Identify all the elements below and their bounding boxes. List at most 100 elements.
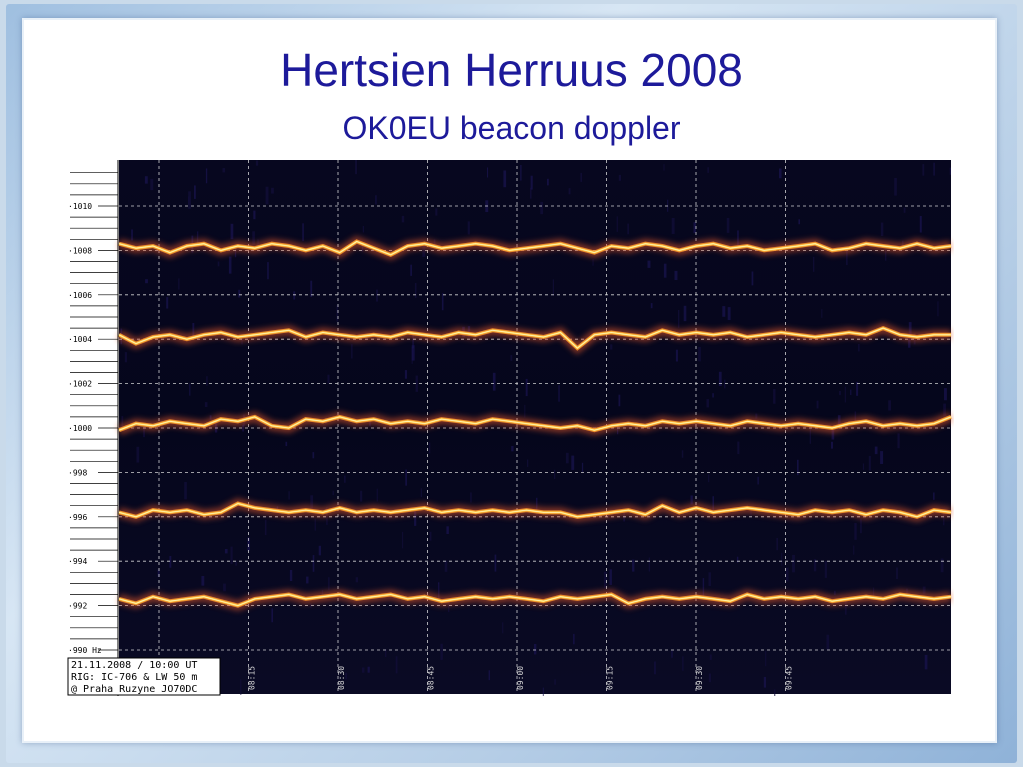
noise-speck <box>242 424 244 432</box>
noise-speck <box>355 577 359 583</box>
x-tick-label: 09:30 <box>695 666 704 690</box>
noise-speck <box>402 531 404 549</box>
noise-speck <box>327 374 330 384</box>
noise-speck <box>798 219 801 225</box>
y-tick-bg <box>68 555 98 566</box>
noise-speck <box>943 403 946 416</box>
noise-speck <box>435 208 438 216</box>
x-tick-label: 09:45 <box>785 666 794 690</box>
noise-speck <box>698 346 701 362</box>
noise-speck <box>534 644 537 655</box>
y-axis: ·1010 ·1008 ·1006 ·1004 ·1002 ·1000 ·998 ·996 ·9… <box>68 160 119 696</box>
noise-speck <box>647 260 651 268</box>
info-box-background <box>67 657 221 696</box>
noise-speck <box>314 518 316 531</box>
noise-speck <box>494 554 497 572</box>
noise-speck <box>264 519 267 536</box>
noise-speck <box>712 393 714 398</box>
doppler-trace-core <box>118 594 952 607</box>
noise-speck <box>943 511 945 526</box>
info-line-3: @ Praha Ruzyne JO70DC <box>71 684 197 695</box>
noise-speck <box>565 452 569 464</box>
noise-speck <box>302 223 304 242</box>
noise-speck <box>757 476 759 485</box>
noise-speck <box>813 559 817 572</box>
noise-speck <box>488 670 490 681</box>
noise-speck <box>751 271 754 286</box>
noise-speck <box>351 344 353 359</box>
noise-speck <box>204 402 208 408</box>
noise-speck <box>150 178 154 191</box>
noise-speck <box>265 186 269 205</box>
noise-speck <box>197 231 199 246</box>
noise-speck <box>194 185 196 199</box>
noise-speck <box>332 490 334 496</box>
noise-speck <box>885 249 887 261</box>
noise-speck <box>854 411 857 424</box>
noise-speck <box>755 413 758 419</box>
noise-speck <box>888 400 891 411</box>
noise-speck <box>690 495 693 505</box>
noise-speck <box>681 450 684 458</box>
noise-speck <box>217 261 220 267</box>
noise-speck <box>737 441 740 455</box>
noise-speck <box>525 378 528 397</box>
noise-speck <box>318 545 321 556</box>
noise-speck <box>554 679 556 685</box>
noise-speck <box>682 656 684 671</box>
noise-speck <box>446 526 449 535</box>
noise-speck <box>143 425 145 438</box>
slide-title: Hertsien Herruus 2008 <box>280 44 743 96</box>
noise-speck <box>470 492 472 503</box>
noise-speck <box>581 462 584 473</box>
noise-speck <box>411 345 415 361</box>
noise-speck <box>844 599 847 615</box>
y-tick-label: ·1000 <box>68 424 92 433</box>
noise-speck <box>312 555 315 572</box>
noise-speck <box>897 433 900 449</box>
noise-speck <box>520 165 522 181</box>
noise-speck <box>230 546 233 565</box>
noise-speck <box>415 375 418 392</box>
noise-speck <box>632 559 635 572</box>
noise-speck <box>166 297 169 309</box>
noise-speck <box>234 247 237 258</box>
y-tick-label: ·994 <box>68 557 87 566</box>
noise-speck <box>785 567 789 582</box>
noise-speck <box>558 385 560 402</box>
noise-speck <box>205 168 208 184</box>
noise-speck <box>547 178 549 186</box>
noise-speck <box>654 661 656 675</box>
noise-speck <box>310 280 313 298</box>
noise-speck <box>722 306 726 317</box>
noise-speck <box>922 586 926 594</box>
noise-speck <box>896 567 898 580</box>
noise-speck <box>736 556 739 563</box>
noise-speck <box>223 583 226 592</box>
noise-speck <box>336 304 339 322</box>
noise-speck <box>709 654 712 660</box>
noise-speck <box>328 577 330 590</box>
noise-speck <box>438 584 440 601</box>
noise-speck <box>503 170 507 188</box>
noise-speck <box>524 404 526 418</box>
noise-speck <box>293 291 296 300</box>
noise-speck <box>862 463 865 470</box>
y-tick-bg <box>68 200 98 210</box>
info-line-1: 21.11.2008 / 10:00 UT <box>71 660 197 671</box>
noise-speck <box>157 569 160 577</box>
noise-speck <box>763 676 767 688</box>
noise-speck <box>671 650 673 658</box>
noise-speck <box>919 216 922 233</box>
noise-speck <box>816 400 819 409</box>
noise-speck <box>540 201 544 215</box>
noise-speck <box>853 545 855 555</box>
noise-speck <box>131 229 133 241</box>
y-tick-label: ·990 Hz <box>68 646 102 655</box>
noise-speck <box>376 488 378 502</box>
noise-speck <box>663 263 667 278</box>
noise-speck <box>428 442 431 454</box>
noise-speck <box>922 164 925 176</box>
noise-speck <box>310 603 312 609</box>
noise-speck <box>288 491 290 500</box>
